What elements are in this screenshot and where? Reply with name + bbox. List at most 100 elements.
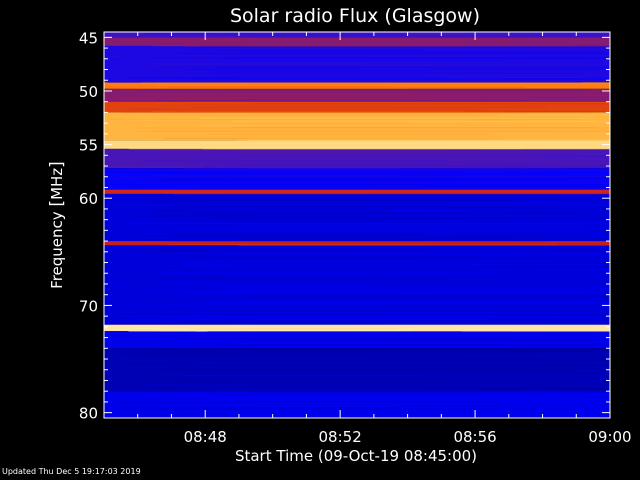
updated-timestamp: Updated Thu Dec 5 19:17:03 2019: [2, 467, 141, 476]
texture-streak: [181, 414, 501, 416]
texture-streak: [238, 77, 588, 79]
texture-streak: [231, 150, 610, 152]
texture-streak: [132, 169, 607, 171]
texture-streak: [247, 383, 610, 385]
texture-streak: [140, 43, 407, 45]
texture-streak: [136, 228, 610, 230]
texture-streak: [240, 51, 610, 53]
texture-streak: [228, 414, 610, 415]
texture-streak: [168, 215, 610, 216]
texture-streak: [166, 105, 391, 107]
texture-streak: [142, 389, 503, 390]
texture-streak: [156, 153, 610, 154]
texture-streak: [198, 333, 610, 334]
texture-streak: [172, 185, 421, 187]
texture-streak: [182, 396, 521, 398]
y-axis-label-text: Frequency: [48, 207, 66, 289]
texture-streak: [183, 79, 610, 81]
texture-streak: [148, 409, 540, 411]
texture-streak: [201, 142, 484, 144]
texture-streak: [142, 141, 610, 142]
texture-streak: [211, 359, 610, 361]
texture-streak: [187, 328, 397, 330]
texture-streak: [215, 89, 561, 91]
texture-streak: [210, 70, 430, 72]
texture-streak: [209, 301, 610, 303]
texture-streak: [171, 320, 566, 322]
texture-streak: [132, 239, 519, 241]
texture-streak: [106, 278, 446, 280]
texture-streak: [152, 180, 422, 181]
texture-streak: [144, 33, 407, 35]
texture-streak: [162, 322, 571, 324]
texture-streak: [165, 288, 437, 290]
texture-streak: [117, 146, 480, 148]
y-axis-unit-bracket-close: ]: [47, 161, 67, 168]
texture-streak: [239, 376, 610, 378]
texture-streak: [215, 291, 610, 292]
x-tick-label-0848: 08:48: [184, 428, 227, 446]
texture-streak: [192, 313, 565, 315]
intensity-band-1: [104, 37, 610, 46]
texture-streak: [117, 397, 585, 399]
texture-streak: [108, 311, 547, 313]
texture-streak: [228, 56, 610, 58]
texture-streak: [114, 55, 610, 57]
texture-streak: [166, 244, 427, 246]
texture-streak: [179, 53, 610, 54]
texture-streak: [213, 47, 610, 49]
texture-streak: [118, 176, 610, 177]
texture-streak: [215, 75, 427, 76]
texture-streak: [181, 292, 610, 293]
texture-streak: [222, 89, 610, 91]
texture-streak: [184, 162, 447, 164]
texture-streak: [208, 394, 472, 396]
texture-streak: [228, 182, 459, 184]
texture-streak: [104, 375, 487, 377]
texture-streak: [250, 113, 610, 115]
texture-streak: [152, 64, 455, 66]
texture-streak: [215, 388, 549, 390]
texture-streak: [134, 338, 610, 340]
texture-streak: [225, 143, 610, 145]
texture-streak: [185, 99, 418, 101]
texture-streak: [219, 335, 610, 337]
texture-streak: [183, 72, 503, 74]
texture-streak: [242, 41, 564, 43]
texture-streak: [183, 167, 563, 169]
y-axis-unit: MHz: [48, 168, 66, 200]
texture-streak: [222, 403, 610, 405]
texture-streak: [249, 137, 610, 139]
texture-streak: [117, 408, 610, 410]
texture-streak: [177, 78, 610, 80]
chart-title: Solar radio Flux (Glasgow): [230, 5, 480, 27]
texture-streak: [212, 73, 583, 74]
texture-streak: [224, 381, 589, 383]
texture-streak: [200, 46, 565, 48]
texture-streak: [171, 255, 610, 257]
texture-streak: [149, 209, 391, 211]
texture-streak: [190, 363, 610, 364]
texture-streak: [161, 369, 529, 370]
texture-streak: [212, 217, 550, 219]
texture-streak: [188, 49, 426, 51]
texture-streak: [190, 106, 548, 108]
texture-streak: [117, 216, 610, 218]
texture-streak: [247, 341, 610, 343]
texture-streak: [170, 234, 426, 236]
texture-streak: [196, 212, 419, 214]
texture-streak: [183, 269, 477, 271]
texture-streak: [150, 199, 517, 201]
x-tick-label-0852: 08:52: [319, 428, 362, 446]
texture-streak: [106, 271, 610, 273]
texture-streak: [207, 303, 436, 305]
texture-streak: [247, 32, 463, 34]
texture-streak: [224, 303, 610, 304]
texture-streak: [237, 307, 543, 309]
texture-streak: [182, 173, 433, 175]
x-axis-label: Start Time (09-Oct-19 08:45:00): [235, 447, 477, 465]
texture-streak: [118, 57, 365, 59]
texture-streak: [238, 245, 610, 246]
texture-streak: [104, 373, 469, 375]
